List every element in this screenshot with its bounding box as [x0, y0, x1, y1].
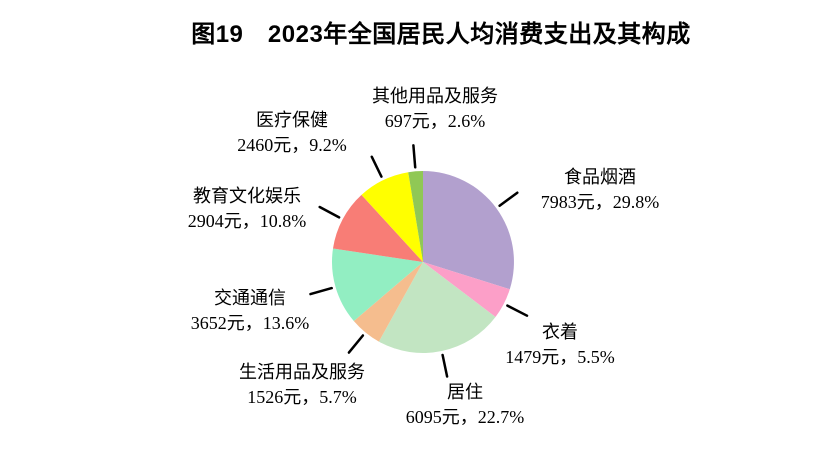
label-food-tobacco-liquor: 食品烟酒 7983元，29.8%: [541, 165, 660, 215]
label-household-goods-services-value: 1526元，5.7%: [247, 387, 357, 407]
leader-line-5: [309, 286, 333, 296]
leader-line-1: [498, 191, 519, 208]
leader-line-3: [441, 353, 449, 378]
label-housing-value: 6095元，22.7%: [405, 407, 525, 427]
label-healthcare-name: 医疗保健: [256, 110, 328, 130]
label-household-goods-services-name: 生活用品及服务: [239, 362, 365, 382]
leader-line-2: [506, 304, 529, 317]
label-household-goods-services: 生活用品及服务 1526元，5.7%: [239, 360, 365, 410]
label-other-goods-services-name: 其他用品及服务: [372, 86, 498, 106]
label-education-culture-recreation: 教育文化娱乐 2904元，10.8%: [188, 184, 307, 234]
leader-line-8: [412, 144, 417, 169]
chart-title: 图19 2023年全国居民人均消费支出及其构成: [191, 21, 691, 48]
label-transport-communication-value: 3652元，13.6%: [190, 313, 310, 333]
label-clothing: 衣着 1479元，5.5%: [505, 320, 615, 370]
label-education-culture-recreation-name: 教育文化娱乐: [193, 186, 301, 206]
label-healthcare-value: 2460元，9.2%: [237, 135, 347, 155]
label-food-tobacco-liquor-value: 7983元，29.8%: [540, 192, 660, 212]
pie-slice-8: [408, 170, 423, 262]
label-transport-communication-name: 交通通信: [214, 288, 286, 308]
pie-slice-3: [378, 262, 496, 354]
label-housing: 居住 6095元，22.7%: [406, 380, 525, 430]
label-transport-communication: 交通通信 3652元，13.6%: [191, 286, 310, 336]
pie-slice-2: [423, 262, 510, 317]
label-other-goods-services-value: 697元，2.6%: [384, 111, 486, 131]
label-food-tobacco-liquor-name: 食品烟酒: [564, 167, 636, 187]
pie-slice-7: [361, 172, 423, 262]
leader-line-7: [370, 155, 383, 178]
label-housing-name: 居住: [447, 382, 483, 402]
label-healthcare: 医疗保健 2460元，9.2%: [237, 108, 347, 158]
label-clothing-value: 1479元，5.5%: [505, 347, 615, 367]
label-other-goods-services: 其他用品及服务 697元，2.6%: [372, 84, 498, 134]
pie-slice-1: [423, 171, 514, 290]
leader-line-4: [347, 334, 365, 354]
pie-slice-4: [353, 262, 423, 342]
label-education-culture-recreation-value: 2904元，10.8%: [187, 211, 307, 231]
leader-line-6: [318, 205, 341, 219]
label-clothing-name: 衣着: [542, 322, 578, 342]
pie-slice-6: [333, 194, 423, 262]
pie-slice-5: [332, 248, 423, 321]
